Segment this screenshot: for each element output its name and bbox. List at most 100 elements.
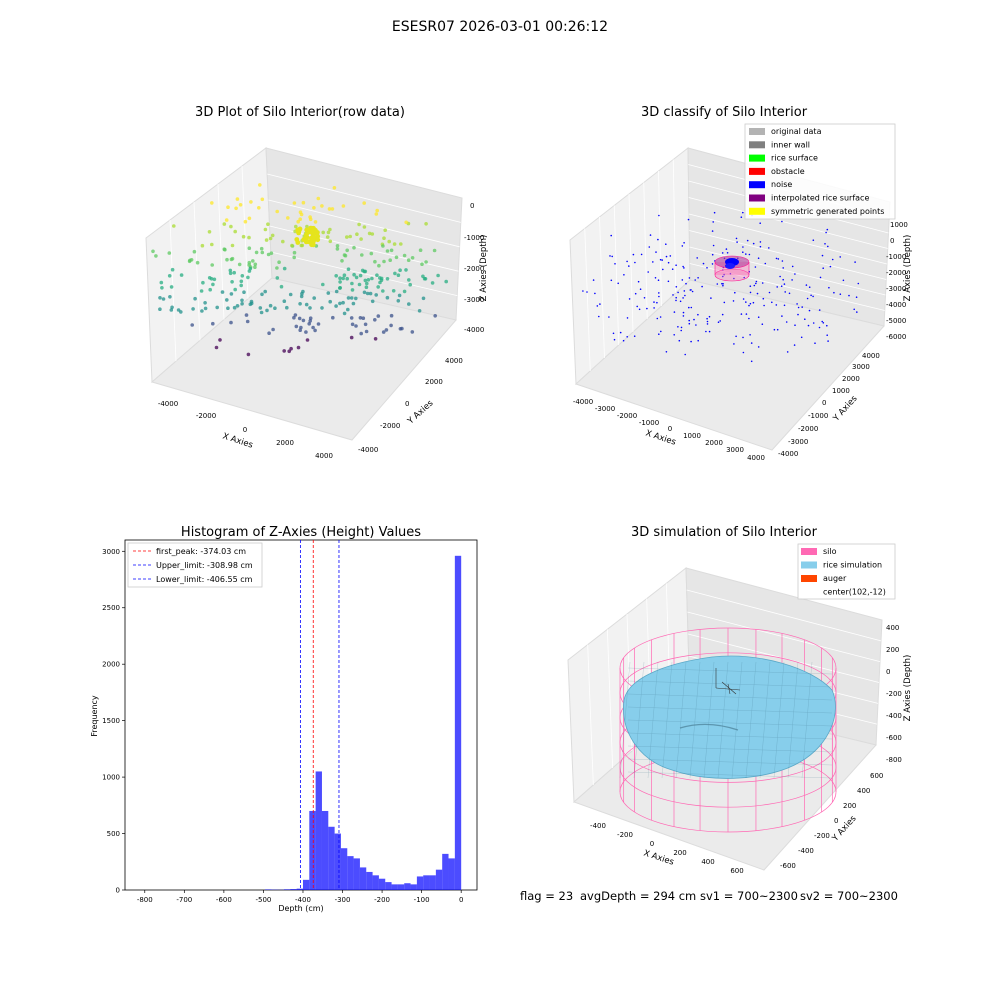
raw-data-point: [299, 243, 304, 248]
histogram-ytick-label: 500: [107, 830, 120, 838]
simulation-ytick: 600: [870, 772, 883, 780]
noise-point: [826, 334, 828, 337]
raw-data-point: [249, 299, 254, 304]
histogram-x-ticks: -800 -700 -600 -500 -400 -300 -200 -100 0: [137, 890, 463, 904]
raw-data-point: [346, 267, 351, 272]
raw-ytick: -2000: [380, 422, 400, 430]
noise-point: [740, 216, 743, 218]
raw-data-point: [211, 282, 215, 287]
legend-swatch: [749, 128, 765, 135]
status-footer: flag = 23 avgDepth = 294 cm sv1 = 700~23…: [520, 889, 898, 903]
histogram-bar: [391, 884, 398, 890]
noise-point: [740, 313, 743, 315]
noise-point: [729, 272, 732, 275]
raw-data-point: [286, 216, 290, 220]
raw-data-point: [326, 291, 331, 295]
raw-data-point: [327, 207, 332, 211]
raw-data-point: [263, 289, 268, 294]
raw-data-point: [296, 219, 301, 224]
noise-point: [628, 265, 630, 267]
noise-point: [822, 322, 825, 324]
noise-point: [609, 255, 611, 257]
raw-ztick: -4000: [464, 326, 484, 334]
noise-point: [791, 265, 794, 268]
classify-ytick: 4000: [862, 352, 880, 360]
noise-point: [797, 306, 800, 309]
raw-data-point: [352, 272, 356, 277]
raw-plot-y-ticks: -4000 -2000 0 2000 4000: [358, 357, 463, 454]
raw-data-point: [226, 306, 230, 311]
raw-data-point: [254, 250, 259, 255]
noise-point: [812, 295, 814, 298]
noise-point: [682, 265, 684, 268]
noise-point: [682, 297, 684, 299]
raw-data-point: [230, 256, 235, 261]
legend-label: original data: [771, 127, 822, 136]
raw-data-point: [399, 242, 403, 246]
simulation-rice-surface: [619, 655, 836, 779]
noise-point: [648, 246, 651, 248]
raw-data-point: [430, 281, 435, 285]
raw-data-point: [365, 281, 369, 286]
noise-point: [829, 265, 832, 268]
histogram-bar: [366, 871, 373, 890]
histogram-bar: [423, 875, 430, 890]
histogram-ytick-label: 1000: [102, 774, 120, 782]
raw-data-point: [235, 304, 240, 308]
raw-data-point: [243, 219, 248, 224]
histogram-xtick-label: -700: [176, 896, 192, 904]
raw-data-point: [193, 296, 197, 301]
noise-point: [657, 238, 659, 241]
noise-point: [745, 313, 748, 315]
raw-xtick: -2000: [196, 412, 216, 420]
classify-ztick: 1000: [890, 221, 908, 229]
classify-ztick: -1000: [886, 253, 906, 261]
raw-data-point: [259, 310, 264, 315]
noise-point: [665, 243, 667, 245]
noise-point: [781, 260, 784, 262]
raw-data-point: [312, 296, 317, 300]
legend-label: auger: [823, 574, 847, 583]
raw-data-point: [340, 259, 344, 263]
raw-data-point: [247, 246, 252, 250]
raw-data-point: [240, 274, 245, 278]
noise-point: [706, 317, 708, 320]
raw-data-point: [316, 196, 321, 201]
raw-data-point: [362, 201, 367, 205]
simulation-xtick: 600: [730, 867, 743, 875]
raw-data-point: [365, 291, 370, 296]
noise-point: [745, 301, 747, 303]
raw-data-point: [240, 302, 244, 306]
raw-data-point: [389, 248, 394, 253]
noise-point: [848, 294, 850, 297]
raw-data-point: [328, 227, 332, 232]
legend-swatch: [801, 548, 817, 555]
histogram-bar: [353, 858, 360, 890]
raw-data-point: [289, 346, 293, 351]
raw-data-point: [385, 295, 390, 300]
raw-data-point: [311, 235, 316, 241]
noise-point: [708, 330, 711, 333]
noise-point: [658, 333, 660, 336]
noise-point: [839, 256, 841, 258]
raw-data-point: [290, 243, 294, 248]
raw-data-point: [321, 282, 325, 287]
legend-label: rice surface: [771, 154, 818, 163]
raw-data-point: [373, 337, 378, 341]
raw-data-point: [292, 315, 296, 320]
classify-ytick: -2000: [798, 425, 818, 433]
raw-data-point: [209, 277, 214, 281]
noise-point: [808, 286, 811, 289]
raw-data-point: [268, 236, 273, 241]
raw-data-point: [357, 222, 361, 227]
flag-text: flag = 23: [520, 889, 573, 903]
raw-data-point: [246, 352, 251, 357]
noise-point: [781, 315, 783, 317]
raw-data-point: [362, 269, 367, 274]
simulation-z-axis-label: Z Axies (Depth): [903, 655, 913, 722]
histogram-xtick-label: -500: [255, 896, 271, 904]
raw-data-point: [275, 209, 280, 214]
noise-point: [784, 291, 786, 293]
classify-ztick: 0: [890, 237, 894, 245]
classify-xtick: -3000: [595, 405, 615, 413]
